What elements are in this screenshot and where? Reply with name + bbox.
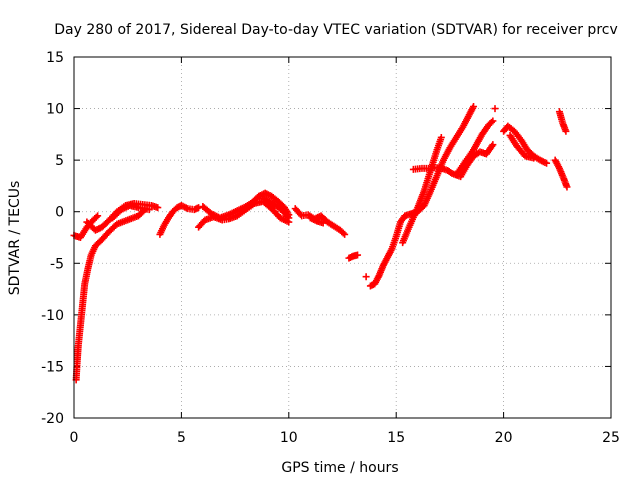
data-point	[470, 103, 478, 111]
series-arc12	[362, 273, 370, 281]
data-point	[92, 213, 100, 221]
x-tick-label: 15	[387, 430, 405, 446]
data-point	[341, 230, 349, 238]
y-tick-label: 5	[55, 153, 64, 169]
data-point	[491, 105, 499, 113]
series-arc17	[491, 105, 499, 113]
series-arc4	[109, 202, 153, 222]
plot-frame	[73, 56, 612, 419]
x-tick-label: 0	[70, 430, 79, 446]
series-arc2	[72, 206, 149, 384]
series-arc16	[452, 117, 497, 179]
data-point	[563, 183, 571, 191]
data-point	[94, 212, 102, 220]
data-point	[145, 206, 153, 214]
series-arc7	[195, 197, 293, 231]
data-point	[487, 118, 495, 126]
x-axis-label: GPS time / hours	[281, 460, 398, 476]
y-tick-label: 10	[46, 102, 64, 118]
x-tick-label: 20	[495, 430, 513, 446]
axis-ticks: 0 5 10 15 20 25 -20 -15 -10 -5 0 5 10 15	[41, 50, 620, 446]
data-point	[530, 154, 538, 162]
y-tick-label: -15	[41, 359, 64, 375]
data-point	[284, 212, 292, 220]
series-arc21	[555, 108, 570, 135]
series-arc5	[156, 202, 203, 238]
series-arc8	[259, 194, 293, 222]
series-arc9	[291, 205, 349, 238]
data-point	[354, 251, 362, 259]
series-arc18	[500, 122, 551, 167]
x-tick-label: 10	[280, 430, 298, 446]
data-point	[154, 204, 162, 212]
y-tick-label: 0	[55, 205, 64, 221]
series-arc11	[345, 251, 362, 262]
y-tick-label: -5	[50, 256, 64, 272]
data-point	[489, 117, 497, 125]
y-axis-label: SDTVAR / TECUs	[7, 181, 23, 296]
data-point	[543, 159, 551, 167]
series-arc14	[399, 133, 445, 247]
data-point	[285, 214, 293, 222]
data-point	[339, 229, 347, 237]
data-point	[437, 133, 445, 141]
y-tick-label: -20	[41, 411, 64, 427]
data-point	[489, 141, 497, 149]
data-point	[362, 273, 370, 281]
grid	[74, 57, 611, 418]
data-points	[70, 103, 571, 384]
chart-title: Day 280 of 2017, Sidereal Day-to-day VTE…	[54, 22, 618, 38]
series-arc19	[506, 131, 538, 162]
x-tick-label: 5	[177, 430, 186, 446]
series-arc20	[551, 156, 571, 191]
data-point	[562, 127, 570, 135]
y-tick-label: 15	[46, 50, 64, 66]
x-tick-label: 25	[602, 430, 620, 446]
data-point	[319, 219, 327, 227]
y-tick-label: -10	[41, 308, 64, 324]
series-arc10	[306, 214, 327, 227]
